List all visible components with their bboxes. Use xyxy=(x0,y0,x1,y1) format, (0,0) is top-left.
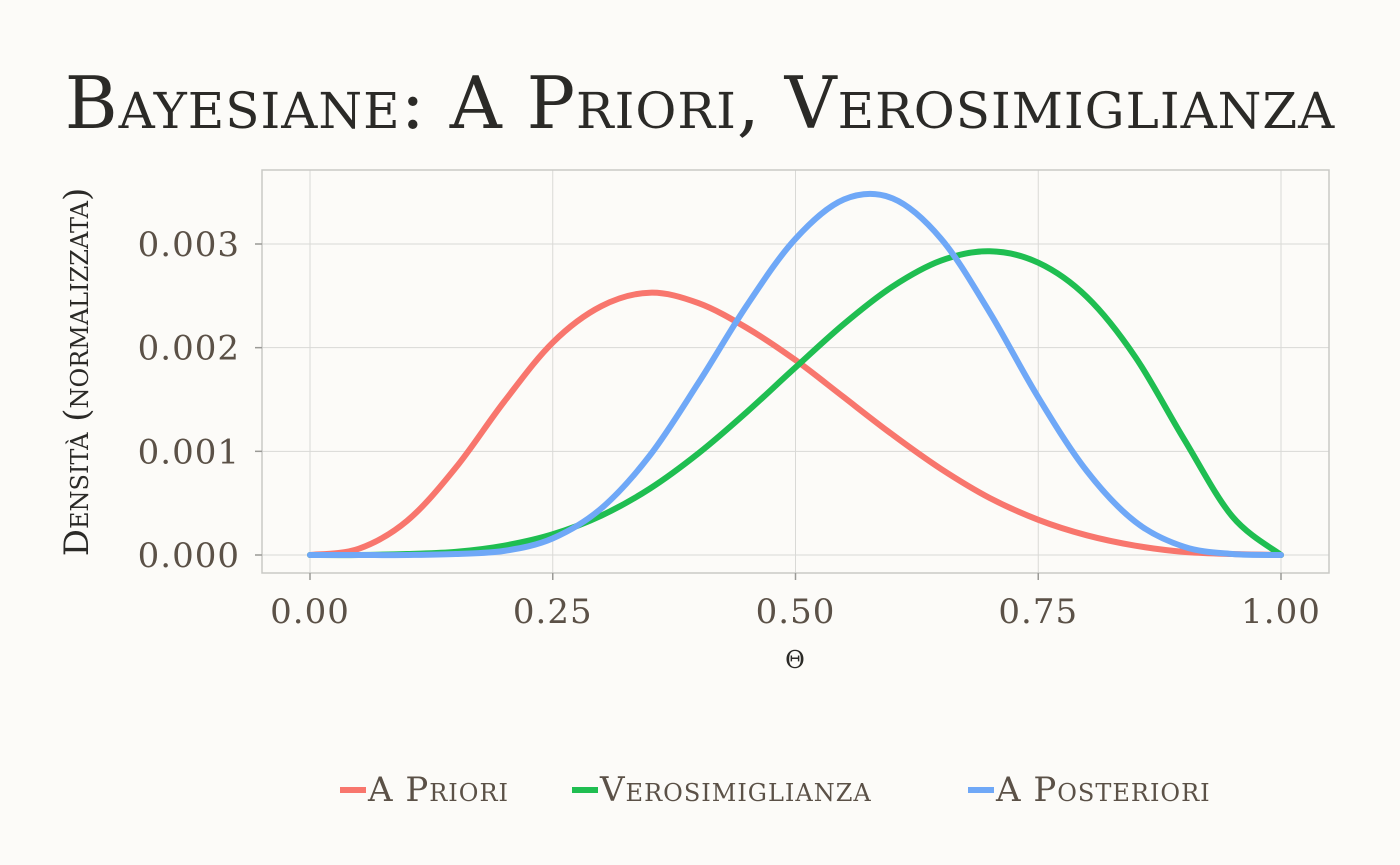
y-tick-label: 0.002 xyxy=(138,329,240,369)
x-tick-label: 0.50 xyxy=(756,592,836,632)
legend-label: Verosimiglianza xyxy=(599,770,872,810)
series-line-a-priori xyxy=(307,289,1284,558)
x-tick-label: 0.25 xyxy=(513,592,593,632)
x-tick-label: 1.00 xyxy=(1241,592,1321,632)
y-tick-label: 0.000 xyxy=(138,536,240,576)
y-tick-label: 0.003 xyxy=(138,225,240,265)
x-axis: 0.00 0.25 0.50 0.75 1.00 xyxy=(270,573,1321,632)
chart-title: Bayesiane: A Priori, Verosimiglianza xyxy=(65,61,1336,145)
series-line-a-posteriori xyxy=(307,190,1284,559)
legend-label: A Priori xyxy=(367,770,509,810)
legend: A Priori Verosimiglianza A Posteriori xyxy=(340,770,1211,810)
y-tick-label: 0.001 xyxy=(138,432,240,472)
series-layer xyxy=(307,190,1284,559)
x-tick-label: 0.00 xyxy=(270,592,350,632)
y-axis: 0.000 0.001 0.002 0.003 xyxy=(138,225,262,576)
x-axis-title: θ xyxy=(785,637,805,677)
series-line-verosimiglianza xyxy=(307,248,1284,559)
x-tick-label: 0.75 xyxy=(998,592,1078,632)
legend-label: A Posteriori xyxy=(995,770,1211,810)
y-axis-title: Densità (normalizzata) xyxy=(57,188,97,557)
plot-panel xyxy=(261,169,1330,574)
